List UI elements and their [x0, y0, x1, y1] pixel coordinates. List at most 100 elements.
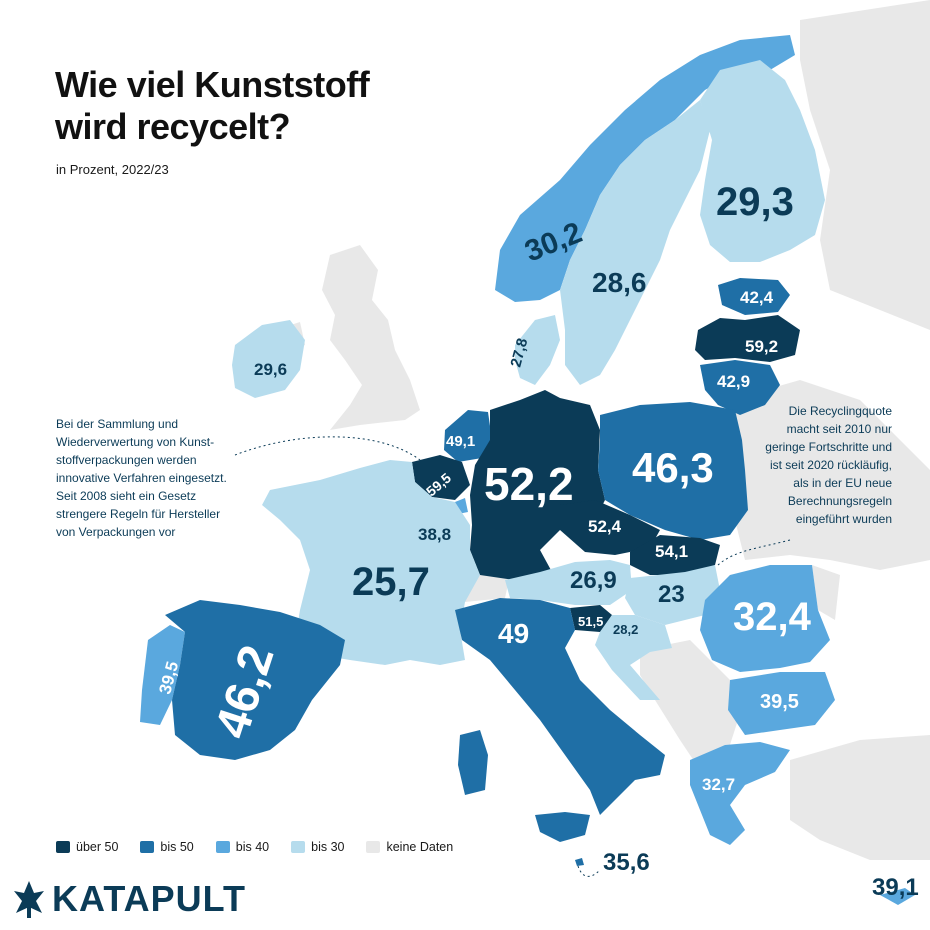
country-italy-sicily	[535, 812, 590, 842]
country-hungary	[625, 565, 720, 625]
leader-line-left	[234, 436, 421, 461]
country-greece	[690, 742, 790, 845]
label-greece: 32,7	[702, 775, 735, 794]
country-poland	[598, 402, 748, 540]
label-latvia: 59,2	[745, 337, 778, 356]
country-lithuania	[700, 360, 780, 415]
legend-swatch	[215, 841, 230, 853]
country-ireland	[232, 320, 305, 398]
label-france: 25,7	[352, 560, 430, 604]
label-ireland: 29,6	[254, 360, 287, 379]
note-left: Bei der Sammlung und Wiederverwertung vo…	[56, 415, 251, 541]
note-right-line: als in der EU neue	[793, 476, 892, 490]
label-finland: 29,3	[716, 180, 794, 224]
country-romania	[700, 565, 830, 672]
country-netherlands	[444, 410, 492, 462]
label-italy: 49	[498, 618, 529, 649]
legend-swatch	[56, 841, 70, 853]
country-slovakia	[630, 535, 720, 575]
country-croatia	[595, 615, 672, 700]
country-spain	[165, 600, 345, 760]
legend-label: bis 30	[311, 840, 345, 854]
leader-line-right	[717, 539, 791, 566]
country-malta	[575, 858, 584, 866]
note-left-line: stoffverpackungen werden	[56, 453, 197, 467]
eu-countries	[140, 35, 915, 905]
country-finland	[700, 60, 825, 262]
moldova	[812, 565, 840, 620]
note-right-line: geringe Fortschritte und	[765, 440, 892, 454]
legend-item-keine-daten: keine Daten	[366, 840, 453, 854]
note-right-line: ist seit 2020 rückläufig,	[769, 458, 892, 472]
label-netherlands: 49,1	[446, 433, 475, 450]
note-left-line: innovative Verfahren eingesetzt.	[56, 471, 227, 485]
country-denmark	[515, 315, 560, 385]
label-malta: 35,6	[603, 849, 650, 876]
country-bulgaria	[728, 672, 835, 735]
balkans-nodata	[640, 640, 738, 770]
country-norway	[495, 35, 795, 302]
label-denmark: 27,8	[507, 336, 531, 369]
legend: über 50 bis 50 bis 40 bis 30 keine Daten	[56, 840, 453, 854]
country-latvia	[695, 315, 800, 362]
legend-item-bis-40: bis 40	[215, 840, 270, 854]
page-title: Wie viel Kunststoff wird recycelt?	[55, 64, 385, 148]
label-romania: 32,4	[733, 595, 812, 639]
country-sweden	[560, 100, 710, 385]
title-line-2: wird recycelt?	[55, 106, 291, 147]
legend-swatch	[140, 841, 155, 853]
country-france	[262, 460, 480, 665]
label-croatia: 28,2	[613, 622, 638, 637]
legend-item-bis-30: bis 30	[291, 840, 344, 854]
value-labels: 30,2 28,6 29,3 42,4 59,2 42,9 27,8 29,6 …	[155, 180, 918, 901]
label-poland: 46,3	[632, 444, 714, 491]
russia-north	[800, 0, 930, 330]
label-austria: 26,9	[570, 567, 617, 594]
note-right: Die Recyclingquote macht seit 2010 nur g…	[752, 402, 892, 528]
label-bulgaria: 39,5	[760, 691, 799, 713]
uk-great-britain	[322, 245, 420, 430]
label-estonia: 42,4	[740, 288, 774, 307]
brand-name: KATAPULT	[52, 878, 246, 919]
label-hungary: 23	[658, 581, 685, 608]
note-right-line: macht seit 2010 nur	[786, 422, 892, 436]
legend-label: bis 40	[235, 840, 270, 854]
label-sweden: 28,6	[592, 267, 647, 298]
legend-item-bis-50: bis 50	[140, 840, 194, 854]
country-germany	[470, 390, 605, 582]
label-czechia: 52,4	[588, 517, 622, 536]
note-left-line: Wiederverwertung von Kunst-	[56, 435, 215, 449]
turkey	[790, 735, 930, 860]
country-cyprus	[880, 888, 915, 905]
note-left-line: Seit 2008 sieht ein Gesetz	[56, 489, 197, 503]
note-left-line: strengere Regeln für Hersteller	[56, 507, 221, 521]
legend-label: bis 50	[160, 840, 194, 854]
country-italy	[455, 598, 665, 815]
legend-swatch	[291, 841, 306, 853]
label-lithuania: 42,9	[717, 372, 750, 391]
label-luxembourg: 38,8	[418, 525, 451, 544]
label-slovenia: 51,5	[578, 614, 603, 629]
legend-label: über 50	[76, 840, 119, 854]
legend-item-over-50: über 50	[56, 840, 118, 854]
brand-logo: KATAPULT	[12, 878, 246, 920]
legend-swatch	[366, 841, 381, 853]
label-germany: 52,2	[484, 458, 574, 510]
leader-line-malta	[577, 865, 601, 877]
country-austria	[505, 560, 632, 605]
country-portugal	[140, 625, 185, 725]
country-estonia	[718, 278, 790, 315]
country-belgium	[412, 455, 470, 500]
note-left-line: Bei der Sammlung und	[56, 417, 179, 431]
note-left-line: von Verpackungen vor	[56, 525, 176, 539]
katapult-logo-icon	[14, 881, 44, 918]
legend-label: keine Daten	[386, 840, 454, 854]
country-slovenia	[570, 605, 612, 632]
note-right-line: eingeführt wurden	[795, 512, 892, 526]
note-right-line: Die Recyclingquote	[788, 404, 892, 418]
country-italy-sardinia	[458, 730, 488, 795]
title-line-1: Wie viel Kunststoff	[55, 64, 370, 105]
note-right-line: Berechnungsregeln	[787, 494, 892, 508]
label-cyprus: 39,1	[872, 874, 919, 901]
